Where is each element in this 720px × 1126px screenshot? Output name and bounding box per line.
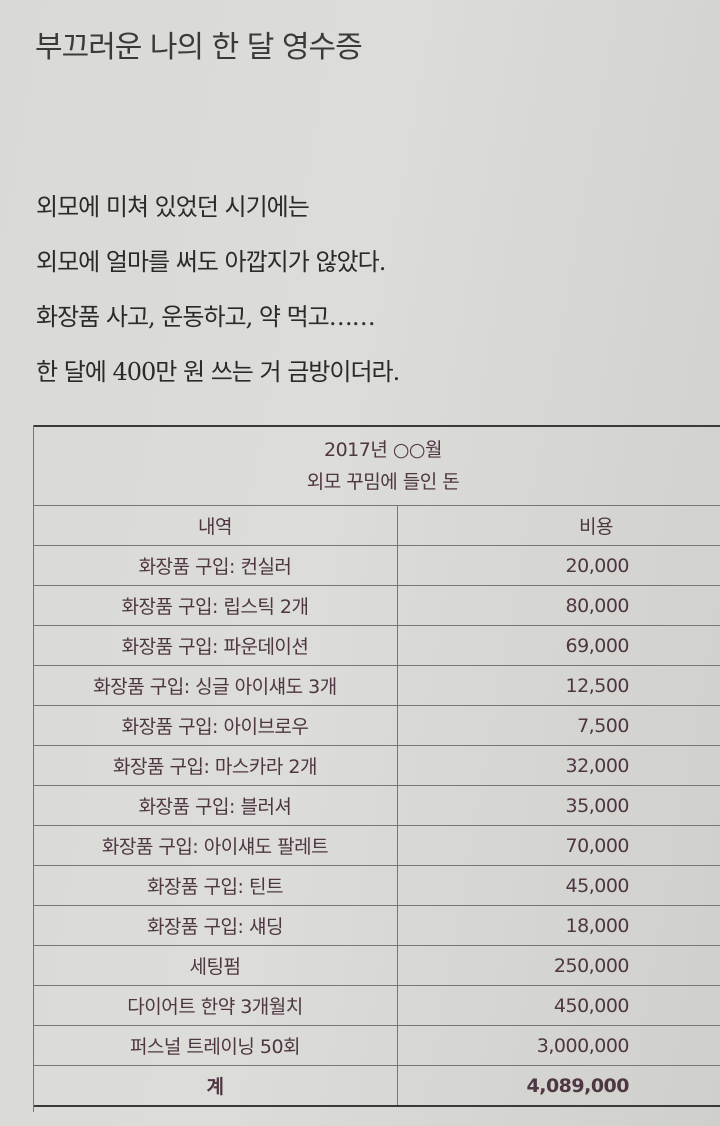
cost-cell: 7,500	[397, 705, 720, 746]
paragraph-line: 외모에 미쳐 있었던 시기에는	[36, 193, 310, 221]
table-row: 화장품 구입: 블러셔 35,000	[33, 785, 720, 826]
item-cell: 세팅펌	[33, 945, 398, 986]
total-value: 4,089,000	[397, 1065, 720, 1107]
item-cell: 화장품 구입: 섀딩	[33, 905, 398, 946]
item-cell: 다이어트 한약 3개월치	[33, 985, 398, 1026]
item-cell: 화장품 구입: 틴트	[33, 865, 398, 906]
table-row: 화장품 구입: 틴트 45,000	[33, 865, 720, 906]
table-row: 화장품 구입: 아이섀도 팔레트 70,000	[33, 825, 720, 866]
table-caption: 2017년 ○○월 외모 꾸밈에 들인 돈	[33, 426, 720, 506]
intro-paragraph: 외모에 미쳐 있었던 시기에는 외모에 얼마를 써도 아깝지가 않았다. 화장품…	[36, 180, 400, 400]
header-item: 내역	[33, 505, 398, 546]
item-cell: 화장품 구입: 컨실러	[33, 545, 398, 586]
cost-cell: 32,000	[397, 745, 720, 786]
item-cell: 화장품 구입: 파운데이션	[33, 625, 398, 666]
caption-title: 외모 꾸밈에 들인 돈	[306, 471, 460, 493]
cost-cell: 35,000	[397, 785, 720, 826]
cost-cell: 45,000	[397, 865, 720, 906]
cost-cell: 450,000	[397, 985, 720, 1026]
expense-table: 2017년 ○○월 외모 꾸밈에 들인 돈 내역 비용 화장품 구입: 컨실러 2…	[33, 425, 720, 1107]
item-cell: 화장품 구입: 싱글 아이섀도 3개	[33, 665, 398, 706]
paragraph-line: 한 달에 400만 원 쓰는 거 금방이더라.	[36, 358, 400, 386]
cost-cell: 80,000	[397, 585, 720, 626]
table-row: 화장품 구입: 섀딩 18,000	[33, 905, 720, 946]
cost-cell: 12,500	[397, 665, 720, 706]
caption-date: 2017년 ○○월	[323, 439, 443, 461]
item-cell: 화장품 구입: 아이섀도 팔레트	[33, 825, 398, 866]
table-row: 화장품 구입: 마스카라 2개 32,000	[33, 745, 720, 786]
table-row: 화장품 구입: 컨실러 20,000	[33, 545, 720, 586]
item-cell: 화장품 구입: 블러셔	[33, 785, 398, 826]
table-row: 화장품 구입: 립스틱 2개 80,000	[33, 585, 720, 626]
item-cell: 화장품 구입: 마스카라 2개	[33, 745, 398, 786]
table-left-border	[33, 425, 34, 1112]
total-row: 계 4,089,000	[33, 1065, 720, 1107]
cost-cell: 20,000	[397, 545, 720, 586]
item-cell: 퍼스널 트레이닝 50회	[33, 1025, 398, 1066]
table-row: 화장품 구입: 아이브로우 7,500	[33, 705, 720, 746]
table-row: 화장품 구입: 파운데이션 69,000	[33, 625, 720, 666]
cost-cell: 69,000	[397, 625, 720, 666]
table-row: 화장품 구입: 싱글 아이섀도 3개 12,500	[33, 665, 720, 706]
table-header-row: 내역 비용	[33, 505, 720, 546]
cost-cell: 250,000	[397, 945, 720, 986]
table-row: 세팅펌 250,000	[33, 945, 720, 986]
item-cell: 화장품 구입: 립스틱 2개	[33, 585, 398, 626]
cost-cell: 3,000,000	[397, 1025, 720, 1066]
item-cell: 화장품 구입: 아이브로우	[33, 705, 398, 746]
cost-cell: 70,000	[397, 825, 720, 866]
page-title: 부끄러운 나의 한 달 영수증	[35, 30, 363, 65]
table-row: 다이어트 한약 3개월치 450,000	[33, 985, 720, 1026]
header-cost: 비용	[397, 505, 720, 546]
paragraph-line: 외모에 얼마를 써도 아깝지가 않았다.	[36, 248, 386, 276]
cost-cell: 18,000	[397, 905, 720, 946]
total-label: 계	[33, 1065, 398, 1107]
table-row: 퍼스널 트레이닝 50회 3,000,000	[33, 1025, 720, 1066]
paragraph-line: 화장품 사고, 운동하고, 약 먹고……	[36, 303, 376, 331]
